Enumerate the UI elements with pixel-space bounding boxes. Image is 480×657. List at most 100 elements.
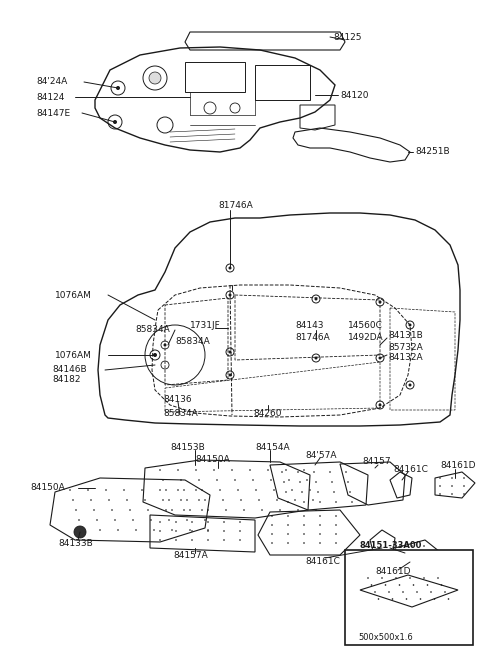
Circle shape — [207, 539, 209, 541]
Circle shape — [165, 509, 167, 510]
Circle shape — [195, 489, 197, 491]
Circle shape — [234, 479, 236, 481]
Circle shape — [186, 499, 188, 501]
Circle shape — [423, 578, 425, 579]
Circle shape — [281, 471, 283, 473]
Text: 84146B: 84146B — [52, 365, 86, 374]
Circle shape — [416, 591, 418, 593]
Circle shape — [444, 591, 446, 593]
Circle shape — [159, 530, 161, 532]
Circle shape — [111, 509, 113, 510]
Text: 85834A: 85834A — [175, 338, 210, 346]
Circle shape — [427, 584, 428, 586]
Circle shape — [189, 509, 191, 510]
Circle shape — [317, 491, 319, 493]
Circle shape — [114, 519, 116, 521]
Circle shape — [319, 524, 321, 526]
Circle shape — [144, 499, 146, 501]
Circle shape — [434, 599, 435, 600]
Circle shape — [347, 481, 349, 483]
Circle shape — [159, 489, 161, 491]
Circle shape — [180, 479, 182, 481]
Text: 84161C: 84161C — [393, 466, 428, 474]
Circle shape — [273, 489, 275, 491]
Circle shape — [303, 469, 305, 471]
Circle shape — [312, 499, 314, 501]
Circle shape — [243, 509, 245, 510]
Circle shape — [223, 539, 225, 541]
Circle shape — [129, 509, 131, 510]
Circle shape — [463, 493, 465, 495]
Circle shape — [463, 477, 465, 479]
Text: 14560C: 14560C — [348, 321, 383, 330]
Text: 84260: 84260 — [253, 409, 281, 417]
Circle shape — [420, 599, 421, 600]
Circle shape — [371, 584, 372, 586]
Text: 84143: 84143 — [295, 321, 324, 330]
Text: 84151-33A00: 84151-33A00 — [360, 541, 422, 549]
Circle shape — [285, 491, 287, 493]
Circle shape — [345, 471, 347, 473]
Circle shape — [399, 561, 401, 563]
Text: 1076AM: 1076AM — [55, 290, 92, 300]
Text: 1492DA: 1492DA — [348, 332, 384, 342]
Circle shape — [379, 357, 382, 359]
Text: 81746A: 81746A — [218, 200, 253, 210]
Circle shape — [198, 499, 200, 501]
Circle shape — [191, 530, 193, 532]
Text: 85732A: 85732A — [388, 342, 423, 351]
Circle shape — [237, 489, 239, 491]
Circle shape — [90, 499, 92, 501]
Text: 84157A: 84157A — [173, 551, 208, 560]
Circle shape — [314, 298, 317, 300]
Text: 84161C: 84161C — [305, 558, 340, 566]
Circle shape — [303, 515, 305, 517]
Circle shape — [306, 479, 308, 481]
Circle shape — [270, 479, 272, 481]
Circle shape — [287, 501, 289, 503]
Text: 1076AM: 1076AM — [55, 350, 92, 359]
Circle shape — [75, 527, 85, 537]
Circle shape — [319, 501, 321, 503]
Circle shape — [267, 469, 269, 471]
Circle shape — [175, 521, 177, 523]
Circle shape — [283, 481, 285, 483]
Circle shape — [150, 519, 152, 521]
Text: 84153B: 84153B — [170, 443, 205, 451]
Circle shape — [335, 533, 337, 535]
Circle shape — [291, 489, 293, 491]
Circle shape — [216, 479, 218, 481]
Circle shape — [72, 499, 74, 501]
Text: 84251B: 84251B — [415, 148, 450, 156]
Circle shape — [335, 542, 337, 544]
Circle shape — [126, 499, 128, 501]
Text: 84161D: 84161D — [375, 568, 410, 576]
Circle shape — [297, 509, 299, 510]
Circle shape — [108, 499, 110, 501]
Circle shape — [319, 515, 321, 517]
Text: 84154A: 84154A — [255, 443, 289, 451]
Circle shape — [294, 499, 296, 501]
Circle shape — [149, 72, 161, 84]
Circle shape — [177, 489, 179, 491]
Circle shape — [123, 489, 125, 491]
Circle shape — [297, 471, 299, 473]
Text: 84136: 84136 — [163, 396, 192, 405]
Circle shape — [285, 469, 287, 471]
Text: 1731JF: 1731JF — [190, 321, 221, 330]
Circle shape — [252, 479, 254, 481]
Circle shape — [279, 509, 281, 510]
Circle shape — [249, 469, 251, 471]
Text: 84'57A: 84'57A — [305, 451, 336, 459]
Circle shape — [141, 489, 143, 491]
Circle shape — [93, 509, 95, 510]
Circle shape — [228, 267, 231, 269]
Circle shape — [439, 477, 441, 479]
Circle shape — [147, 509, 149, 510]
Circle shape — [171, 529, 173, 531]
Circle shape — [78, 519, 80, 521]
Circle shape — [423, 545, 425, 547]
Circle shape — [162, 479, 164, 481]
Circle shape — [411, 553, 413, 555]
Circle shape — [132, 519, 134, 521]
